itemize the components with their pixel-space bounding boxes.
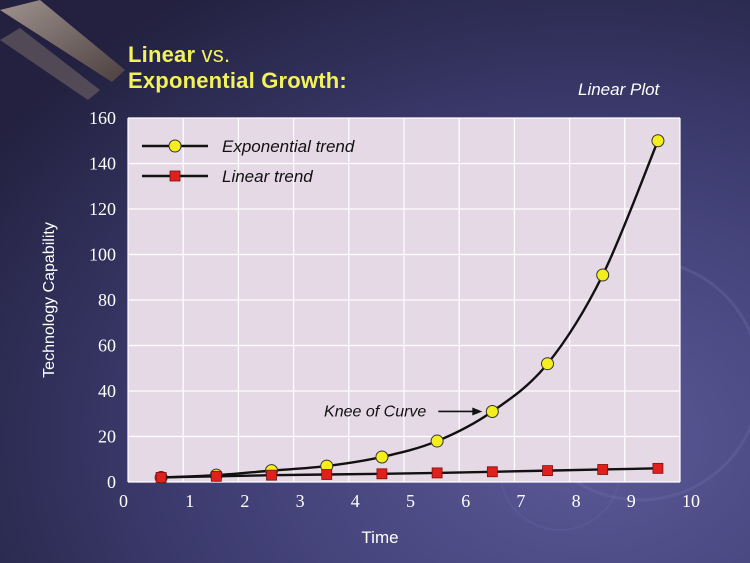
linear-point	[652, 462, 664, 474]
y-tick-label: 140	[89, 154, 116, 174]
plot-subtitle: Linear Plot	[578, 80, 660, 99]
x-tick-label: 6	[461, 491, 470, 511]
exponential-point	[596, 268, 610, 282]
linear-point	[155, 472, 167, 483]
x-tick-label: 10	[682, 491, 700, 511]
y-tick-label: 0	[107, 472, 116, 492]
title-vs: vs.	[195, 42, 231, 67]
x-tick-label: 0	[119, 491, 128, 511]
y-tick-label: 100	[89, 245, 116, 265]
exponential-point	[375, 450, 389, 464]
slide-title: Linear vs. Exponential Growth:	[128, 42, 347, 94]
y-tick-label: 40	[98, 381, 116, 401]
linear-point	[210, 470, 222, 482]
x-tick-label: 5	[406, 491, 415, 511]
legend-entry: Exponential trend	[222, 137, 355, 156]
y-tick-label: 60	[98, 336, 116, 356]
x-tick-label: 9	[627, 491, 636, 511]
x-tick-label: 8	[572, 491, 581, 511]
y-tick-label: 120	[89, 199, 116, 219]
linear-point	[376, 468, 388, 480]
knee-of-curve-annotation: Knee of Curve	[324, 403, 426, 420]
x-axis-label: Time	[361, 528, 399, 547]
title-exponential-growth: Exponential Growth:	[128, 68, 347, 93]
x-tick-label: 3	[296, 491, 305, 511]
exponential-point	[651, 134, 665, 148]
exponential-point	[430, 434, 444, 448]
x-tick-label: 7	[516, 491, 525, 511]
y-tick-label: 80	[98, 290, 116, 310]
exponential-point	[541, 357, 555, 371]
linear-point	[431, 467, 443, 479]
linear-point	[266, 469, 277, 481]
y-tick-label: 20	[98, 427, 116, 447]
linear-trend-line	[161, 467, 658, 479]
exponential-point	[485, 404, 499, 418]
x-tick-label: 1	[185, 491, 194, 511]
x-tick-label: 2	[240, 491, 249, 511]
x-tick-label: 4	[351, 491, 360, 511]
annotation-arrowhead-icon	[472, 407, 483, 416]
linear-point	[486, 466, 498, 478]
legend-linear-marker	[169, 170, 181, 182]
linear-point	[542, 465, 553, 477]
legend-entry: Linear trend	[222, 167, 313, 186]
legend-exponential-marker	[168, 139, 182, 153]
y-tick-label: 160	[89, 108, 116, 128]
linear-point	[321, 469, 333, 480]
pen-decoration-icon	[0, 0, 125, 100]
title-linear: Linear	[128, 42, 196, 67]
linear-point	[597, 464, 609, 475]
